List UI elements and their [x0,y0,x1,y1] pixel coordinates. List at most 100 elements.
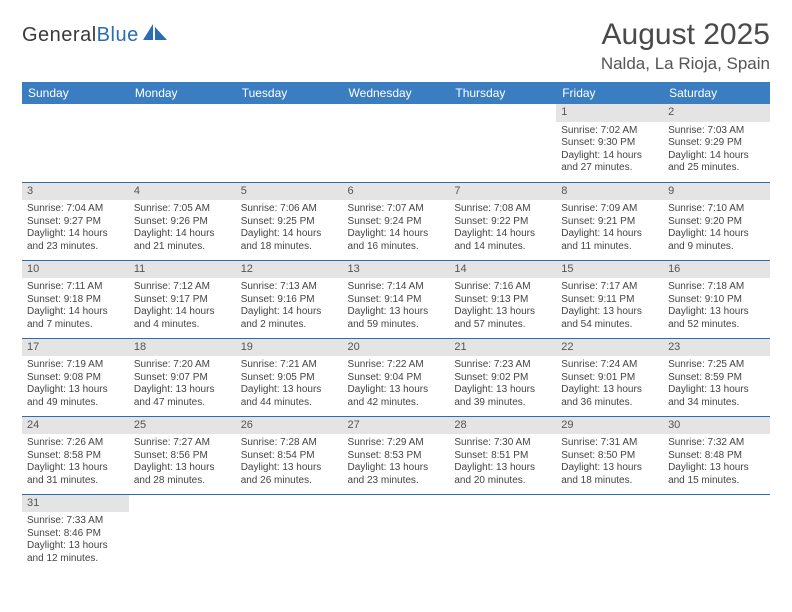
daylight-text-2: and 2 minutes. [241,319,338,332]
calendar-day-cell: 15Sunrise: 7:17 AMSunset: 9:11 PMDayligh… [556,260,663,338]
day-number: 22 [556,339,663,357]
sunset-text: Sunset: 9:24 PM [348,216,445,229]
sunrise-text: Sunrise: 7:07 AM [348,203,445,216]
daylight-text-2: and 4 minutes. [134,319,231,332]
calendar-day-cell: 19Sunrise: 7:21 AMSunset: 9:05 PMDayligh… [236,338,343,416]
daylight-text-2: and 11 minutes. [561,241,658,254]
sunset-text: Sunset: 8:54 PM [241,450,338,463]
calendar-day-cell: 1Sunrise: 7:02 AMSunset: 9:30 PMDaylight… [556,104,663,182]
sunset-text: Sunset: 9:08 PM [27,372,124,385]
daylight-text-1: Daylight: 13 hours [561,462,658,475]
calendar-week-row: 1Sunrise: 7:02 AMSunset: 9:30 PMDaylight… [22,104,770,182]
sunrise-text: Sunrise: 7:27 AM [134,437,231,450]
daylight-text-1: Daylight: 13 hours [134,384,231,397]
calendar-day-cell [343,494,450,572]
calendar-day-cell: 31Sunrise: 7:33 AMSunset: 8:46 PMDayligh… [22,494,129,572]
day-body: Sunrise: 7:30 AMSunset: 8:51 PMDaylight:… [449,434,556,491]
daylight-text-1: Daylight: 14 hours [134,306,231,319]
calendar-day-cell [556,494,663,572]
daylight-text-2: and 47 minutes. [134,397,231,410]
sunrise-text: Sunrise: 7:31 AM [561,437,658,450]
day-number: 10 [22,261,129,279]
sunset-text: Sunset: 8:56 PM [134,450,231,463]
day-body: Sunrise: 7:03 AMSunset: 9:29 PMDaylight:… [663,122,770,179]
sunrise-text: Sunrise: 7:06 AM [241,203,338,216]
brand-part1: General [22,24,97,46]
day-body: Sunrise: 7:28 AMSunset: 8:54 PMDaylight:… [236,434,343,491]
daylight-text-2: and 18 minutes. [561,475,658,488]
day-number: 17 [22,339,129,357]
day-body: Sunrise: 7:16 AMSunset: 9:13 PMDaylight:… [449,278,556,335]
sunrise-text: Sunrise: 7:18 AM [668,281,765,294]
daylight-text-1: Daylight: 13 hours [27,540,124,553]
sunrise-text: Sunrise: 7:20 AM [134,359,231,372]
day-body: Sunrise: 7:04 AMSunset: 9:27 PMDaylight:… [22,200,129,257]
sunset-text: Sunset: 8:50 PM [561,450,658,463]
sunset-text: Sunset: 9:10 PM [668,294,765,307]
sunset-text: Sunset: 9:17 PM [134,294,231,307]
daylight-text-2: and 23 minutes. [348,475,445,488]
weekday-header: Saturday [663,82,770,104]
brand-logo: GeneralBlue [22,18,169,47]
day-body: Sunrise: 7:14 AMSunset: 9:14 PMDaylight:… [343,278,450,335]
daylight-text-2: and 26 minutes. [241,475,338,488]
calendar-day-cell: 26Sunrise: 7:28 AMSunset: 8:54 PMDayligh… [236,416,343,494]
daylight-text-2: and 20 minutes. [454,475,551,488]
day-number: 6 [343,183,450,201]
calendar-day-cell: 12Sunrise: 7:13 AMSunset: 9:16 PMDayligh… [236,260,343,338]
calendar-day-cell: 24Sunrise: 7:26 AMSunset: 8:58 PMDayligh… [22,416,129,494]
daylight-text-1: Daylight: 13 hours [561,306,658,319]
daylight-text-1: Daylight: 14 hours [27,306,124,319]
calendar-day-cell: 10Sunrise: 7:11 AMSunset: 9:18 PMDayligh… [22,260,129,338]
daylight-text-1: Daylight: 14 hours [454,228,551,241]
title-block: August 2025 Nalda, La Rioja, Spain [601,18,770,74]
calendar-day-cell: 5Sunrise: 7:06 AMSunset: 9:25 PMDaylight… [236,182,343,260]
sunrise-text: Sunrise: 7:14 AM [348,281,445,294]
calendar-day-cell: 3Sunrise: 7:04 AMSunset: 9:27 PMDaylight… [22,182,129,260]
weekday-header-row: SundayMondayTuesdayWednesdayThursdayFrid… [22,82,770,104]
daylight-text-1: Daylight: 13 hours [27,462,124,475]
sunrise-text: Sunrise: 7:12 AM [134,281,231,294]
day-number: 30 [663,417,770,435]
daylight-text-1: Daylight: 14 hours [134,228,231,241]
sunrise-text: Sunrise: 7:33 AM [27,515,124,528]
day-body: Sunrise: 7:31 AMSunset: 8:50 PMDaylight:… [556,434,663,491]
daylight-text-2: and 36 minutes. [561,397,658,410]
daylight-text-1: Daylight: 14 hours [241,306,338,319]
sunrise-text: Sunrise: 7:11 AM [27,281,124,294]
daylight-text-2: and 25 minutes. [668,162,765,175]
daylight-text-1: Daylight: 13 hours [241,462,338,475]
weekday-header: Sunday [22,82,129,104]
day-number: 31 [22,495,129,513]
day-body: Sunrise: 7:22 AMSunset: 9:04 PMDaylight:… [343,356,450,413]
daylight-text-1: Daylight: 14 hours [561,228,658,241]
sunset-text: Sunset: 9:25 PM [241,216,338,229]
daylight-text-1: Daylight: 13 hours [454,306,551,319]
daylight-text-1: Daylight: 14 hours [27,228,124,241]
day-number: 13 [343,261,450,279]
daylight-text-2: and 52 minutes. [668,319,765,332]
sunrise-text: Sunrise: 7:21 AM [241,359,338,372]
calendar-day-cell [449,104,556,182]
day-number: 29 [556,417,663,435]
sunset-text: Sunset: 9:01 PM [561,372,658,385]
day-body: Sunrise: 7:05 AMSunset: 9:26 PMDaylight:… [129,200,236,257]
calendar-day-cell: 8Sunrise: 7:09 AMSunset: 9:21 PMDaylight… [556,182,663,260]
day-body: Sunrise: 7:11 AMSunset: 9:18 PMDaylight:… [22,278,129,335]
daylight-text-2: and 54 minutes. [561,319,658,332]
calendar-week-row: 24Sunrise: 7:26 AMSunset: 8:58 PMDayligh… [22,416,770,494]
sunset-text: Sunset: 8:53 PM [348,450,445,463]
daylight-text-2: and 31 minutes. [27,475,124,488]
calendar-day-cell [22,104,129,182]
sunset-text: Sunset: 9:26 PM [134,216,231,229]
calendar-day-cell: 23Sunrise: 7:25 AMSunset: 8:59 PMDayligh… [663,338,770,416]
calendar-day-cell: 6Sunrise: 7:07 AMSunset: 9:24 PMDaylight… [343,182,450,260]
daylight-text-2: and 18 minutes. [241,241,338,254]
calendar-table: SundayMondayTuesdayWednesdayThursdayFrid… [22,82,770,572]
daylight-text-2: and 21 minutes. [134,241,231,254]
sunrise-text: Sunrise: 7:13 AM [241,281,338,294]
daylight-text-2: and 44 minutes. [241,397,338,410]
daylight-text-1: Daylight: 13 hours [348,306,445,319]
sunrise-text: Sunrise: 7:19 AM [27,359,124,372]
sunset-text: Sunset: 9:30 PM [561,137,658,150]
